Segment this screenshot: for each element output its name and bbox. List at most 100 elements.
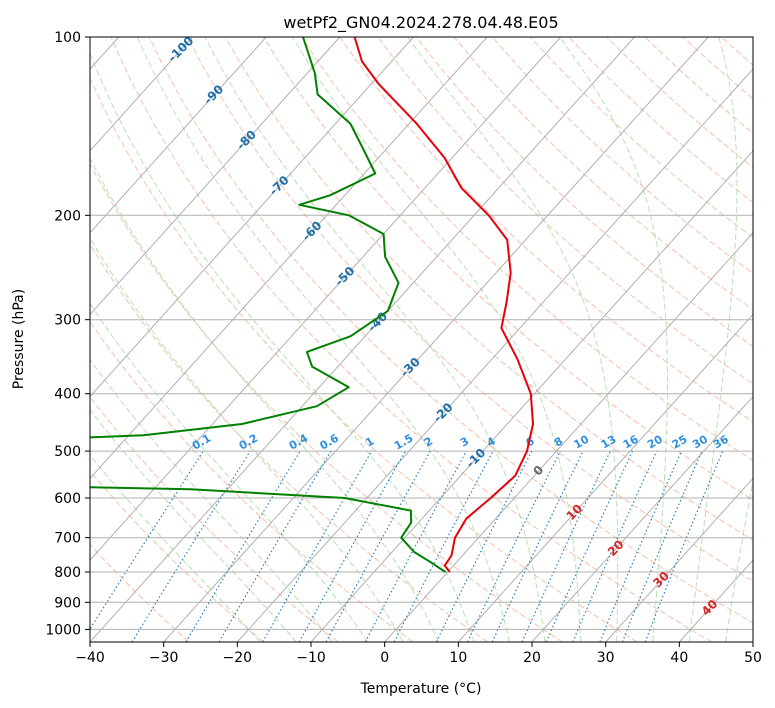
moist-adiabat-line xyxy=(204,37,546,642)
temperature-line xyxy=(353,37,534,573)
dry-adiabat-line xyxy=(377,37,753,385)
mixing-ratio-label: 30 xyxy=(690,432,710,451)
isotherm-line xyxy=(90,37,341,316)
mixing-ratio-label: 10 xyxy=(571,432,591,451)
pressure-gridlines xyxy=(90,37,753,630)
dry-adiabat-line xyxy=(90,76,638,642)
mixing-ratio-line xyxy=(644,450,724,642)
profile-series xyxy=(90,37,534,573)
mixing-ratio-line xyxy=(621,450,703,642)
moist-adiabat-line xyxy=(90,454,261,642)
plot-frame xyxy=(89,36,754,643)
mixing-ratio-label: 3 xyxy=(458,435,471,450)
mixing-ratio-label: 13 xyxy=(599,433,619,452)
isotherm-line xyxy=(605,477,753,642)
mixing-ratio-line xyxy=(599,450,682,642)
mixing-ratio-lines xyxy=(90,450,724,642)
moist-adiabat-line xyxy=(291,37,582,642)
x-axis-label: Temperature (°C) xyxy=(360,681,482,697)
dry-adiabat-line xyxy=(644,37,753,134)
moist-adiabat-line xyxy=(90,408,297,642)
isotherm-line xyxy=(236,68,753,642)
y-axis-label: Pressure (hPa) xyxy=(11,289,27,389)
x-tick-label: 20 xyxy=(523,650,541,666)
dry-adiabat-line xyxy=(90,162,563,642)
x-tick-label: −10 xyxy=(296,650,326,666)
y-tick-label: 100 xyxy=(54,30,81,46)
mixing-ratio-line xyxy=(131,450,251,642)
x-tick-label: 40 xyxy=(670,650,688,666)
dry-adiabat-line xyxy=(90,243,488,642)
mixing-ratio-label: 20 xyxy=(645,432,665,451)
dry-adiabat-line xyxy=(720,37,753,66)
moist-adiabat-line xyxy=(688,37,738,642)
y-tick-label: 400 xyxy=(54,387,81,403)
isotherm-line xyxy=(384,232,753,642)
mixing-ratio-line xyxy=(325,450,431,642)
isotherms xyxy=(90,37,753,642)
y-tick-label: 900 xyxy=(54,595,81,611)
dry-adiabat-line xyxy=(759,37,775,642)
isotherm-line xyxy=(90,37,635,642)
y-tick-label: 700 xyxy=(54,531,81,547)
isotherm-line xyxy=(163,37,709,642)
isotherm-line xyxy=(752,641,753,642)
mixing-ratio-line xyxy=(298,450,406,642)
isotherm-line xyxy=(90,37,414,398)
isotherm-line xyxy=(678,559,753,642)
dry-adiabat-line xyxy=(224,37,753,541)
mixing-ratio-label: 1.5 xyxy=(392,432,415,453)
x-tick-label: 0 xyxy=(380,650,389,666)
mixing-ratio-line xyxy=(491,450,584,642)
mixing-ratio-label: 1 xyxy=(363,435,376,450)
dry-adiabat-line xyxy=(568,37,753,203)
y-tick-label: 300 xyxy=(54,313,81,329)
x-axis-ticks: −40 −30 −20 −10 0 10 20 30 40 50 xyxy=(75,642,762,666)
mixing-ratio-line xyxy=(185,450,301,642)
dry-adiabat-line xyxy=(301,37,753,462)
dry-adiabat-line xyxy=(263,37,753,501)
x-tick-label: −30 xyxy=(149,650,179,666)
mixing-ratio-label: 0.4 xyxy=(287,431,311,452)
moist-adiabat-line xyxy=(90,302,369,642)
isotherm-line xyxy=(90,37,267,234)
dry-adiabat-line xyxy=(606,37,753,169)
dry-adiabat-line xyxy=(90,396,339,642)
dry-adiabat-line xyxy=(415,37,753,348)
y-tick-label: 500 xyxy=(54,444,81,460)
mixing-ratio-label: 16 xyxy=(621,432,641,451)
mixing-ratio-line xyxy=(545,450,633,642)
mixing-ratio-label: 8 xyxy=(552,435,565,450)
y-tick-label: 600 xyxy=(54,491,81,507)
dry-adiabat-line xyxy=(90,543,190,642)
moist-adiabat-line xyxy=(90,237,404,642)
dry-adiabat-line xyxy=(110,37,712,642)
moist-adiabats xyxy=(90,37,753,642)
moist-adiabat-line xyxy=(407,37,619,642)
dry-adiabat-line xyxy=(530,37,753,239)
x-tick-label: −20 xyxy=(223,650,253,666)
mixing-ratio-label: 25 xyxy=(670,433,690,452)
dry-adiabat-line xyxy=(148,37,753,624)
moist-adiabat-line xyxy=(559,37,668,642)
y-axis-ticks: 100 200 300 400 500 600 700 800 900 1000 xyxy=(45,30,90,638)
mixing-ratio-line xyxy=(90,450,204,630)
dry-adiabat-line xyxy=(90,320,414,642)
moist-adiabat-line xyxy=(90,157,439,642)
mixing-ratio-line xyxy=(364,450,467,642)
isotherm-line xyxy=(90,37,193,152)
moist-adiabat-line xyxy=(136,37,510,642)
moist-adiabat-line xyxy=(90,358,333,642)
dry-adiabat-line xyxy=(682,37,753,100)
isotherm-line xyxy=(457,313,753,642)
x-tick-label: 30 xyxy=(597,650,615,666)
mixing-ratio-label: 0.2 xyxy=(237,432,260,453)
isotherm-line xyxy=(310,150,753,642)
y-tick-label: 200 xyxy=(54,208,81,224)
isotherm-line xyxy=(90,37,562,561)
moist-adiabat-line xyxy=(90,52,475,642)
y-tick-label: 800 xyxy=(54,565,81,581)
mixing-ratio-label: 2 xyxy=(422,435,435,450)
